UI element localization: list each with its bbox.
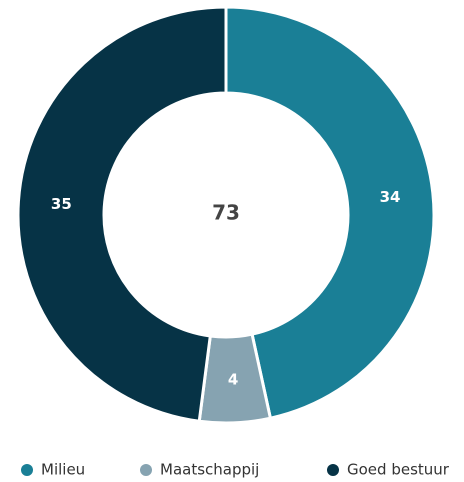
legend-marker — [21, 464, 33, 476]
legend-marker — [327, 464, 339, 476]
slice-label: 4 — [228, 370, 238, 388]
slice-label: 35 — [51, 195, 72, 213]
legend-marker — [140, 464, 152, 476]
legend-label: Milieu — [41, 461, 85, 479]
slice-label: 34 — [380, 188, 401, 206]
center-total: 73 — [212, 201, 240, 225]
legend-label: Goed bestuur — [347, 461, 450, 479]
legend-label: Maatschappij — [160, 461, 259, 479]
donut-slice — [224, 5, 436, 420]
donut-slice — [16, 5, 228, 423]
